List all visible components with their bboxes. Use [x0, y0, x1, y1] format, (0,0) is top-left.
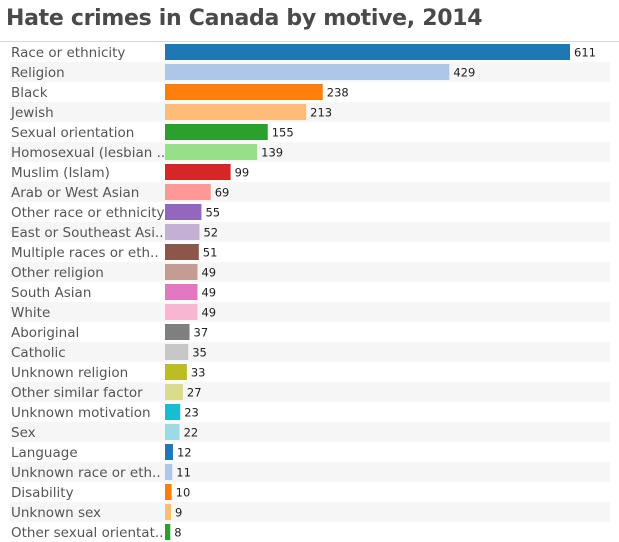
bar[interactable] — [165, 524, 171, 540]
value-label: 139 — [261, 146, 283, 160]
bar[interactable] — [165, 264, 198, 280]
value-label: 52 — [203, 226, 218, 240]
value-label: 49 — [201, 286, 216, 300]
value-label: 11 — [176, 466, 191, 480]
value-label: 33 — [191, 366, 206, 380]
category-label: Other sexual orientat.. — [11, 525, 163, 541]
value-label: 10 — [176, 486, 191, 500]
category-label: East or Southeast Asi.. — [11, 225, 164, 241]
category-label: Arab or West Asian — [11, 185, 139, 201]
value-label: 69 — [215, 186, 230, 200]
category-label: Jewish — [10, 105, 54, 121]
bar[interactable] — [165, 484, 172, 500]
value-label: 9 — [175, 506, 182, 520]
row-stripe — [10, 142, 610, 162]
value-label: 22 — [184, 426, 199, 440]
bar[interactable] — [165, 444, 173, 460]
bar[interactable] — [165, 204, 202, 220]
bar[interactable] — [165, 44, 570, 60]
category-label: Other similar factor — [11, 385, 143, 401]
row-stripe — [10, 342, 610, 362]
value-label: 55 — [205, 206, 220, 220]
category-label: Other religion — [11, 265, 104, 281]
row-stripe — [10, 382, 610, 402]
category-label: Language — [11, 445, 78, 461]
category-label: Unknown motivation — [11, 405, 151, 421]
bar[interactable] — [165, 64, 450, 80]
category-label: Disability — [11, 485, 74, 501]
category-label: Unknown sex — [11, 505, 101, 521]
bar[interactable] — [165, 384, 183, 400]
bar[interactable] — [165, 324, 190, 340]
value-label: 23 — [184, 406, 199, 420]
chart-title: Hate crimes in Canada by motive, 2014 — [6, 6, 483, 31]
value-label: 238 — [327, 86, 349, 100]
category-label: Homosexual (lesbian .. — [11, 145, 165, 161]
row-stripe — [10, 462, 610, 482]
row-stripe — [10, 222, 610, 242]
value-label: 12 — [177, 446, 192, 460]
bar[interactable] — [165, 184, 211, 200]
category-label: Other race or ethnicity — [11, 205, 164, 221]
row-stripe — [10, 182, 610, 202]
category-label: Religion — [11, 65, 65, 81]
value-label: 35 — [192, 346, 207, 360]
value-label: 37 — [194, 326, 209, 340]
category-label: South Asian — [11, 285, 91, 301]
bar[interactable] — [165, 244, 199, 260]
bar[interactable] — [165, 464, 173, 480]
category-label: Race or ethnicity — [11, 45, 125, 61]
bar[interactable] — [165, 164, 231, 180]
category-label: Catholic — [11, 345, 66, 361]
row-stripe — [10, 422, 610, 442]
category-label: Black — [11, 85, 48, 101]
row-stripe — [10, 102, 610, 122]
value-label: 49 — [201, 306, 216, 320]
value-label: 213 — [310, 106, 332, 120]
bar[interactable] — [165, 424, 180, 440]
bar[interactable] — [165, 344, 189, 360]
bar[interactable] — [165, 224, 200, 240]
bar[interactable] — [165, 504, 171, 520]
bar[interactable] — [165, 284, 198, 300]
value-label: 27 — [187, 386, 202, 400]
category-label: Muslim (Islam) — [11, 165, 110, 181]
category-label: Multiple races or eth.. — [11, 245, 159, 261]
bar[interactable] — [165, 84, 323, 100]
bar[interactable] — [165, 104, 307, 120]
bar[interactable] — [165, 364, 187, 380]
value-label: 611 — [574, 46, 596, 60]
bar[interactable] — [165, 124, 268, 140]
bar[interactable] — [165, 404, 181, 420]
value-label: 51 — [203, 246, 218, 260]
category-label: Unknown race or eth.. — [11, 465, 161, 481]
value-label: 8 — [174, 526, 181, 540]
row-stripe — [10, 302, 610, 322]
value-label: 49 — [201, 266, 216, 280]
category-label: Unknown religion — [11, 365, 128, 381]
value-label: 429 — [453, 66, 475, 80]
category-label: Sex — [11, 425, 36, 441]
row-stripe — [10, 262, 610, 282]
value-label: 155 — [272, 126, 294, 140]
top-divider — [0, 41, 619, 42]
bar[interactable] — [165, 304, 198, 320]
category-label: White — [11, 305, 50, 321]
row-stripe — [10, 502, 610, 522]
value-label: 99 — [235, 166, 250, 180]
category-label: Sexual orientation — [11, 125, 134, 141]
bar[interactable] — [165, 144, 258, 160]
category-label: Aboriginal — [11, 325, 79, 341]
